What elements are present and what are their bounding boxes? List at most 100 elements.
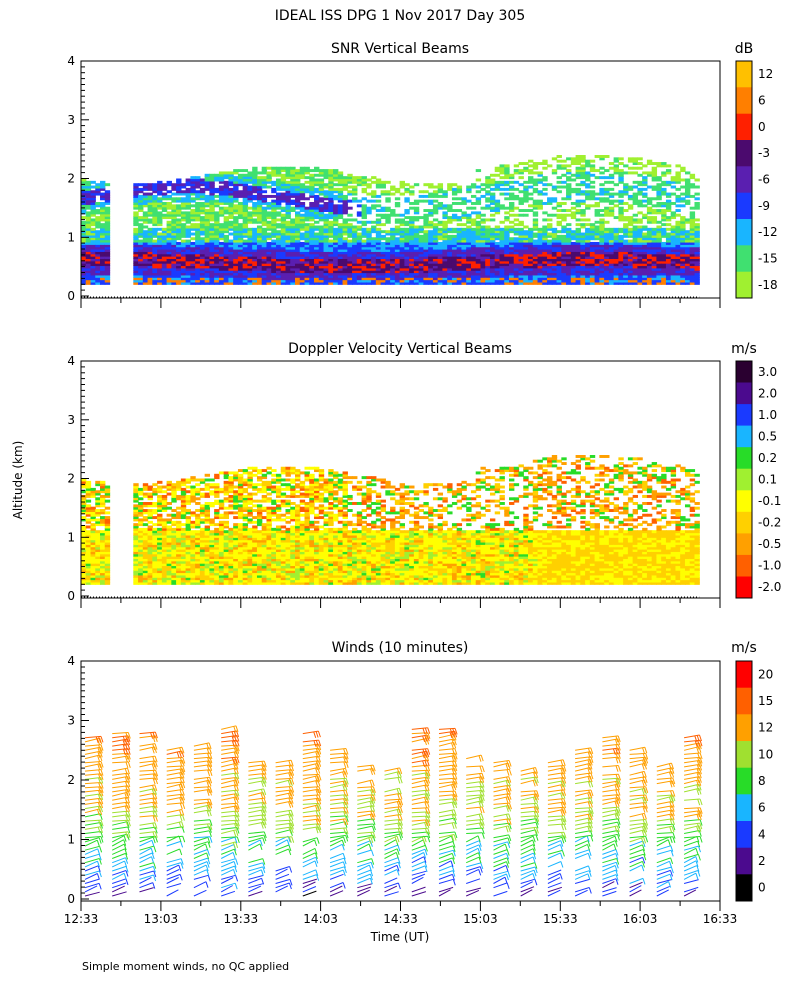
- snr-cell: [223, 211, 230, 215]
- snr-cell: [100, 206, 106, 210]
- snr-cell: [133, 234, 139, 238]
- snr-cell: [271, 220, 277, 224]
- snr-cell: [375, 230, 382, 234]
- snr-cell: [342, 185, 348, 189]
- snr-cell: [589, 223, 596, 227]
- snr-cell: [247, 241, 253, 245]
- snr-cell: [290, 277, 296, 281]
- snr-cell: [608, 232, 615, 236]
- snr-cell: [228, 270, 234, 274]
- snr-cell: [242, 220, 249, 224]
- snr-cell: [575, 211, 581, 215]
- snr-cell: [494, 265, 501, 269]
- snr-cell: [266, 232, 272, 236]
- snr-cell: [470, 218, 477, 222]
- snr-cell: [665, 265, 672, 269]
- snr-cell: [256, 265, 263, 269]
- snr-cell: [404, 197, 410, 201]
- snr-cell: [694, 277, 700, 281]
- snr-cell: [675, 180, 681, 184]
- snr-cell: [314, 272, 320, 276]
- snr-cell: [133, 244, 139, 248]
- doppler-cell: [90, 567, 96, 571]
- snr-cell: [309, 270, 315, 274]
- snr-cell: [266, 211, 272, 215]
- snr-cell: [280, 253, 287, 257]
- snr-cell: [347, 223, 353, 227]
- snr-cell: [142, 279, 149, 283]
- snr-cell: [228, 194, 234, 198]
- doppler-cell: [100, 581, 106, 585]
- snr-cell: [371, 256, 377, 259]
- snr-cell: [375, 279, 382, 283]
- snr-cell: [675, 267, 681, 271]
- snr-cell: [195, 197, 201, 201]
- snr-cell: [285, 274, 291, 278]
- doppler-cell: [81, 570, 87, 574]
- snr-cell: [432, 232, 439, 236]
- snr-cell: [532, 178, 539, 182]
- snr-cell: [413, 270, 420, 274]
- snr-cell: [366, 199, 372, 203]
- snr-cell: [470, 274, 477, 278]
- snr-cell: [646, 197, 653, 201]
- snr-cell: [242, 190, 249, 194]
- snr-cell: [661, 279, 667, 283]
- snr-cell: [209, 218, 215, 222]
- snr-cell: [675, 225, 681, 229]
- snr-cell: [646, 206, 653, 210]
- snr-cell: [380, 281, 386, 285]
- snr-cell: [261, 171, 268, 175]
- snr-cell: [665, 260, 672, 264]
- snr-cell: [585, 246, 591, 250]
- snr-cell: [299, 166, 306, 170]
- snr-cell: [575, 162, 581, 165]
- snr-cell: [375, 234, 382, 238]
- snr-cell: [314, 180, 320, 184]
- snr-cell: [566, 176, 572, 180]
- snr-cell: [613, 272, 619, 276]
- snr-cell: [632, 267, 639, 271]
- snr-cell: [413, 253, 420, 257]
- snr-cell: [138, 187, 144, 191]
- snr-cell: [627, 272, 634, 276]
- snr-cell: [689, 256, 696, 259]
- snr-cell: [613, 216, 619, 220]
- snr-cell: [575, 202, 581, 205]
- snr-cell: [599, 241, 605, 245]
- snr-cell: [218, 225, 225, 229]
- snr-cell: [409, 281, 415, 285]
- snr-cell: [252, 232, 258, 236]
- snr-cell: [580, 199, 586, 203]
- snr-cell: [585, 265, 591, 269]
- snr-cell: [670, 176, 677, 180]
- snr-panel: [81, 155, 700, 285]
- doppler-cell: [95, 551, 101, 555]
- snr-cell: [152, 187, 158, 191]
- snr-cell: [632, 202, 639, 205]
- snr-cell: [223, 216, 230, 220]
- snr-cell: [461, 211, 467, 215]
- snr-cell: [180, 234, 187, 238]
- snr-cell: [214, 223, 220, 227]
- snr-cell: [100, 265, 106, 269]
- snr-cell: [271, 270, 277, 274]
- snr-cell: [689, 253, 696, 257]
- snr-cell: [480, 270, 486, 274]
- snr-cell: [627, 206, 634, 210]
- snr-cell: [356, 204, 363, 208]
- snr-cell: [580, 241, 586, 245]
- snr-cell: [280, 216, 287, 220]
- snr-cell: [489, 206, 496, 210]
- snr-cell: [104, 232, 111, 236]
- snr-cell: [675, 171, 681, 175]
- snr-cell: [585, 227, 591, 231]
- snr-cell: [252, 237, 258, 241]
- snr-cell: [547, 202, 553, 205]
- snr-cell: [542, 274, 548, 278]
- snr-cell: [347, 232, 353, 236]
- snr-cell: [618, 157, 624, 161]
- snr-cell: [337, 230, 344, 234]
- snr-cell: [632, 213, 639, 217]
- snr-cell: [280, 279, 287, 283]
